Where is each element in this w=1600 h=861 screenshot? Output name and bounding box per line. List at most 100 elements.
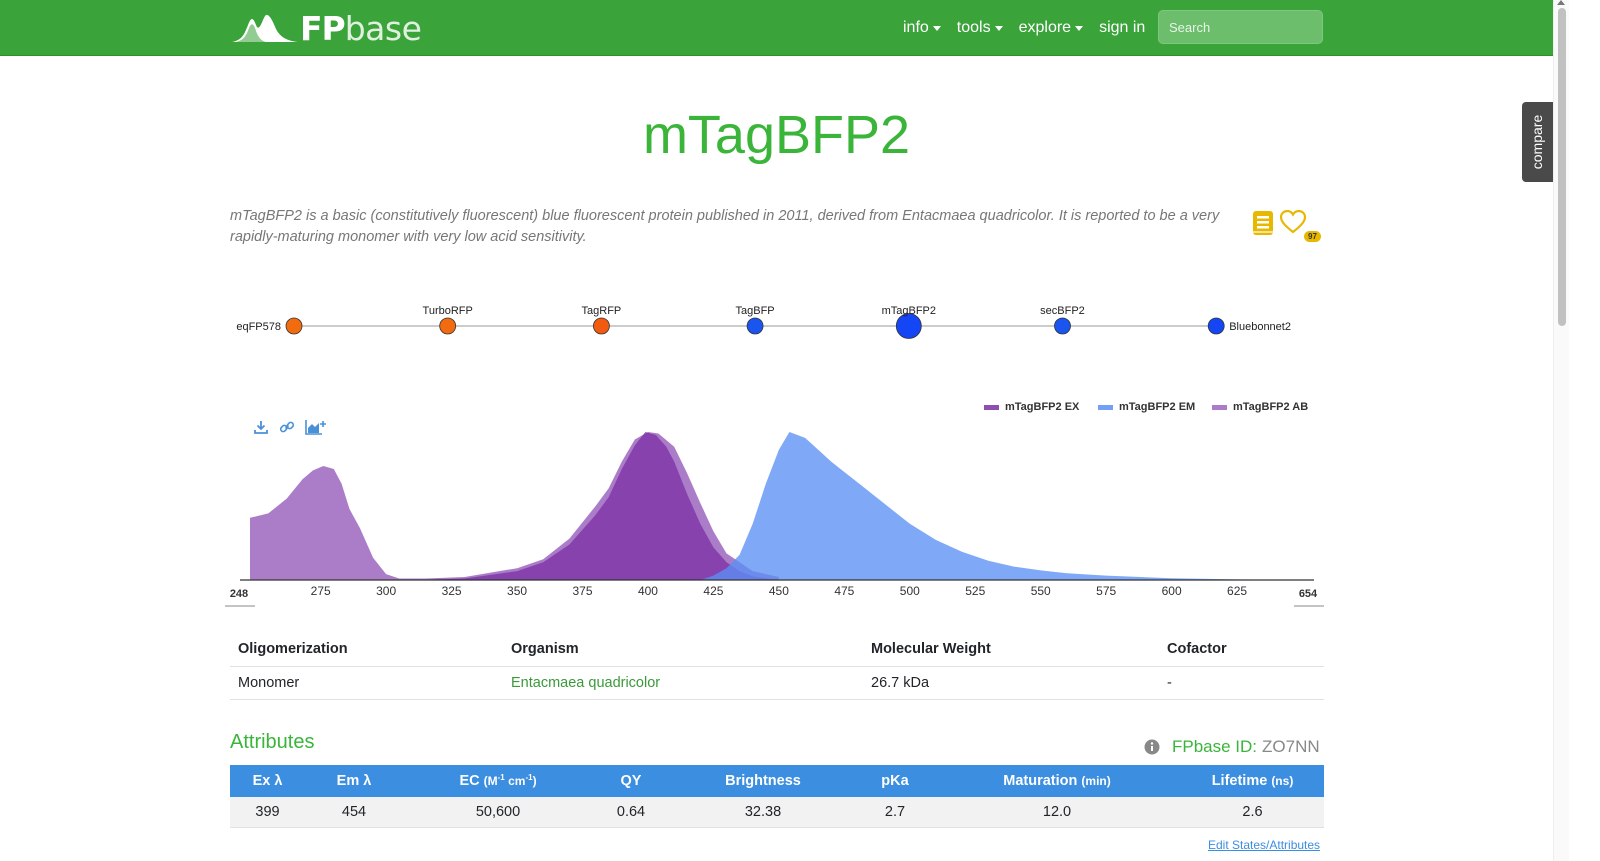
download-icon[interactable] bbox=[253, 419, 269, 435]
lineage-node[interactable] bbox=[895, 313, 922, 339]
x-tick-label: 575 bbox=[1096, 584, 1116, 598]
spectra-chart: 275 300 325 350 375 400 425 450 475 500 525 550 575 6… bbox=[225, 432, 1324, 607]
header-lifetime: Lifetime (ns) bbox=[1181, 765, 1324, 797]
x-min-handle[interactable]: 248 bbox=[230, 588, 248, 600]
nav-explore-dropdown[interactable]: explore bbox=[1018, 18, 1084, 37]
legend-label: mTagBFP2 EX bbox=[1005, 401, 1080, 413]
header-em-lambda: Em λ bbox=[305, 765, 403, 797]
nav-tools-label: tools bbox=[956, 18, 991, 36]
header-ec: EC (M-1 cm-1) bbox=[403, 765, 593, 797]
qy-value: 0.64 bbox=[593, 797, 669, 828]
header-molecular-weight: Molecular Weight bbox=[863, 632, 1159, 667]
favorite-heart-icon[interactable] bbox=[1280, 210, 1306, 234]
x-tick-label: 400 bbox=[638, 584, 658, 598]
nav-explore-label: explore bbox=[1018, 18, 1072, 36]
x-tick-label: 450 bbox=[769, 584, 789, 598]
attributes-heading: Attributes bbox=[230, 731, 315, 753]
header-organism: Organism bbox=[503, 632, 863, 667]
favorite-count-badge: 97 bbox=[1304, 231, 1321, 242]
page-scrollbar[interactable] bbox=[1553, 0, 1569, 861]
header-ec-label: EC bbox=[459, 773, 480, 789]
navbar: FP base info tools explore sign in bbox=[0, 0, 1553, 56]
lineage-label[interactable]: TurboRFP bbox=[423, 305, 473, 317]
spectrum-area[interactable] bbox=[700, 432, 1313, 580]
table-row: 399 454 50,600 0.64 32.38 2.7 12.0 2.6 bbox=[230, 797, 1324, 828]
x-max-handle[interactable]: 654 bbox=[1299, 588, 1318, 600]
lineage-node[interactable] bbox=[1207, 317, 1225, 335]
x-tick-label: 300 bbox=[376, 584, 396, 598]
header-maturation-unit: (min) bbox=[1081, 774, 1111, 788]
lineage-label[interactable]: TagRFP bbox=[582, 305, 622, 317]
organism-link[interactable]: Entacmaea quadricolor bbox=[511, 675, 661, 691]
lineage-label[interactable]: eqFP578 bbox=[236, 321, 281, 333]
caret-down-icon bbox=[932, 26, 941, 31]
info-circle-icon[interactable] bbox=[1144, 739, 1160, 755]
cofactor-value: - bbox=[1159, 666, 1324, 700]
add-chart-icon[interactable] bbox=[305, 419, 327, 435]
legend-label: mTagBFP2 AB bbox=[1233, 401, 1309, 413]
ex-value: 399 bbox=[230, 797, 305, 828]
legend-label: mTagBFP2 EM bbox=[1119, 401, 1196, 413]
x-tick-label: 550 bbox=[1031, 584, 1051, 598]
molecular-weight-value: 26.7 kDa bbox=[863, 666, 1159, 700]
lineage-label[interactable]: secBFP2 bbox=[1040, 305, 1085, 317]
lineage-node[interactable] bbox=[285, 317, 303, 335]
em-value: 454 bbox=[305, 797, 403, 828]
header-maturation: Maturation (min) bbox=[933, 765, 1181, 797]
lineage-label[interactable]: TagBFP bbox=[736, 305, 775, 317]
x-tick-label: 525 bbox=[965, 584, 985, 598]
spectrum-area[interactable] bbox=[412, 432, 779, 580]
header-lifetime-label: Lifetime bbox=[1211, 773, 1268, 789]
header-ex-lambda: Ex λ bbox=[230, 765, 305, 797]
ec-value: 50,600 bbox=[403, 797, 593, 828]
nav-info-dropdown[interactable]: info bbox=[903, 19, 941, 37]
x-tick-label: 425 bbox=[703, 584, 723, 598]
legend-swatch bbox=[984, 404, 999, 410]
scroll-up-arrow-icon[interactable] bbox=[1557, 0, 1565, 5]
x-tick-label: 350 bbox=[507, 584, 527, 598]
lineage-node[interactable] bbox=[1054, 317, 1071, 335]
header-lifetime-unit: (ns) bbox=[1271, 774, 1294, 788]
table-row: Monomer Entacmaea quadricolor 26.7 kDa - bbox=[230, 666, 1324, 700]
attributes-table: Ex λ Em λ EC (M-1 cm-1) QY Brightness pK… bbox=[230, 765, 1324, 828]
compare-tab[interactable]: compare bbox=[1522, 102, 1553, 182]
lineage-label[interactable]: Bluebonnet2 bbox=[1229, 321, 1291, 333]
lineage-chart: eqFP578 TurboRFP TagRFP TagBFP mTagBFP2 secBF… bbox=[236, 305, 1291, 339]
legend-item[interactable]: mTagBFP2 EM bbox=[1098, 401, 1195, 413]
x-tick-label: 325 bbox=[442, 584, 462, 598]
protein-info-table: Oligomerization Organism Molecular Weigh… bbox=[230, 632, 1324, 700]
edit-states-link[interactable]: Edit States/Attributes bbox=[1208, 838, 1321, 852]
nav-info-label: info bbox=[903, 18, 929, 36]
fpbase-logo[interactable]: FP base bbox=[232, 8, 422, 48]
lifetime-value: 2.6 bbox=[1181, 797, 1324, 828]
caret-down-icon bbox=[1075, 26, 1084, 31]
header-cofactor: Cofactor bbox=[1159, 632, 1324, 667]
protein-description: mTagBFP2 is a basic (constitutively fluo… bbox=[230, 208, 1220, 245]
x-tick-label: 375 bbox=[572, 584, 592, 598]
header-ec-unit: (M-1 cm-1) bbox=[483, 773, 537, 788]
organism-cell: Entacmaea quadricolor bbox=[503, 666, 863, 700]
header-maturation-label: Maturation bbox=[1003, 773, 1078, 789]
nav-sign-in[interactable]: sign in bbox=[1099, 19, 1145, 37]
x-tick-label: 625 bbox=[1227, 584, 1247, 598]
scroll-thumb[interactable] bbox=[1558, 8, 1566, 326]
search-input[interactable] bbox=[1158, 10, 1323, 44]
brand-base: base bbox=[344, 8, 422, 48]
lineage-node[interactable] bbox=[746, 317, 764, 335]
nav-sign-in-label: sign in bbox=[1099, 18, 1146, 36]
nav-tools-dropdown[interactable]: tools bbox=[957, 19, 1003, 37]
lineage-node[interactable] bbox=[593, 317, 610, 335]
x-tick-label: 500 bbox=[900, 584, 920, 598]
lineage-node[interactable] bbox=[439, 317, 457, 335]
lineage-label[interactable]: mTagBFP2 bbox=[882, 305, 936, 317]
legend-swatch bbox=[1098, 404, 1113, 410]
x-tick-label: 475 bbox=[834, 584, 854, 598]
caret-down-icon bbox=[994, 26, 1003, 31]
legend-item[interactable]: mTagBFP2 AB bbox=[1212, 401, 1308, 413]
link-icon[interactable] bbox=[279, 419, 295, 435]
reference-book-icon[interactable] bbox=[1252, 210, 1274, 236]
brightness-value: 32.38 bbox=[669, 797, 857, 828]
x-tick-label: 600 bbox=[1162, 584, 1182, 598]
spectrum-logo-icon bbox=[232, 14, 298, 42]
legend-item[interactable]: mTagBFP2 EX bbox=[984, 401, 1079, 413]
